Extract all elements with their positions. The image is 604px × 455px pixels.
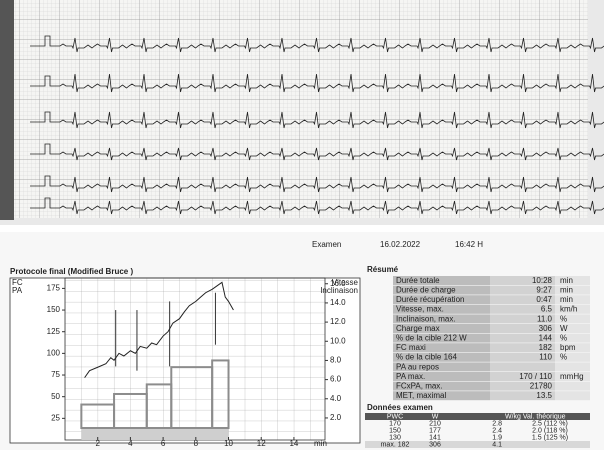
resume-label: FCxPA, max. xyxy=(396,382,443,391)
exam-cell: 4.1 xyxy=(492,441,502,448)
cell-bg xyxy=(490,362,555,371)
x-tick-label: 4 xyxy=(128,439,133,448)
resume-label: Durée totale xyxy=(396,276,440,285)
exam-cell: 210 xyxy=(429,420,441,427)
resume-unit: bpm xyxy=(560,343,576,352)
exam-cell: 130 xyxy=(389,434,401,441)
x-tick-label: 12 xyxy=(257,439,266,448)
cell-bg xyxy=(555,391,590,400)
page: Examen 16.02.2022 16:42 H Protocole fina… xyxy=(0,0,604,450)
resume-unit: mmHg xyxy=(560,372,584,381)
resume-label: Durée récupération xyxy=(396,295,464,304)
x-tick-label: 8 xyxy=(194,439,199,448)
exam-cell: 150 xyxy=(389,427,401,434)
exam-header: W xyxy=(432,413,439,420)
cell-bg xyxy=(555,362,590,371)
resume-value: 0:47 xyxy=(536,295,552,304)
resume-label: Vitesse, max. xyxy=(396,305,444,314)
resume-value: 144 xyxy=(539,334,553,343)
resume-label: Charge max xyxy=(396,324,440,333)
resume-label: PA max. xyxy=(396,372,425,381)
y-label: PA xyxy=(12,286,23,295)
resume-unit: % xyxy=(560,314,567,323)
exam-cell: max. 182 xyxy=(381,441,410,448)
y2-tick-label: 4.0 xyxy=(330,394,342,403)
resume-value: 21780 xyxy=(530,382,553,391)
exam-label: Examen xyxy=(312,240,341,249)
y2-tick-label: 10.0 xyxy=(330,336,346,345)
exam-cell: 141 xyxy=(429,434,441,441)
resume-value: 182 xyxy=(539,343,553,352)
y2-tick-label: 2.0 xyxy=(330,413,342,422)
y-tick-label: 175 xyxy=(47,284,61,293)
resume-unit: % xyxy=(560,334,567,343)
exam-cell: 2.0 (118 %) xyxy=(532,427,568,434)
exam-date: 16.02.2022 xyxy=(380,240,421,249)
resume-label: % de la cible 212 W xyxy=(396,334,467,343)
exam-cell: 1.5 (125 %) xyxy=(532,434,568,441)
resume-label: % de la cible 164 xyxy=(396,353,457,362)
resume-unit: min xyxy=(560,276,573,285)
x-tick-label: 14 xyxy=(289,439,298,448)
resume-label: FC maxi xyxy=(396,343,426,352)
binding xyxy=(0,0,14,220)
resume-unit: W xyxy=(560,324,568,333)
resume-value: 10:28 xyxy=(532,276,553,285)
resume-value: 11.0 xyxy=(537,314,553,323)
y-tick-label: 150 xyxy=(47,305,61,314)
resume-label: Inclinaison, max. xyxy=(396,314,456,323)
x-tick-label: 10 xyxy=(224,439,233,448)
x-unit: min xyxy=(314,439,327,448)
exam-cell: 2.5 (112 %) xyxy=(532,420,568,427)
exam-cell: 2.8 xyxy=(492,420,502,427)
x-tick-label: 6 xyxy=(161,439,166,448)
y-tick-label: 75 xyxy=(51,370,60,379)
resume-value: 306 xyxy=(539,324,553,333)
resume-label: Durée de charge xyxy=(396,286,456,295)
y-tick-label: 125 xyxy=(47,327,61,336)
y-tick-label: 100 xyxy=(47,348,61,357)
exam-cell: 306 xyxy=(429,441,441,448)
resume-label: MET, maximal xyxy=(396,391,446,400)
exam-cell: 177 xyxy=(429,427,441,434)
resume-unit: min xyxy=(560,286,573,295)
exam-cell: 2.4 xyxy=(492,427,502,434)
exam-cell: 170 xyxy=(389,420,401,427)
resume-title: Résumé xyxy=(367,265,399,274)
y2-tick-label: 16.0 xyxy=(330,279,346,288)
resume-value: 110 xyxy=(539,353,552,362)
exam-cell: 1.9 xyxy=(492,434,502,441)
exam-header: PWC xyxy=(387,413,403,420)
cell-bg xyxy=(555,382,590,391)
y2-tick-label: 6.0 xyxy=(330,375,342,384)
x-tick-label: 2 xyxy=(95,439,100,448)
resume-value: 170 / 110 xyxy=(519,372,552,381)
exam-header: W/kg Val. théorique xyxy=(505,413,566,420)
recovery-band xyxy=(81,428,228,440)
chart-title: Protocole final (Modified Bruce ) xyxy=(10,267,133,276)
y2-tick-label: 8.0 xyxy=(330,356,342,365)
resume-label: PA au repos xyxy=(396,362,439,371)
y2-tick-label: 14.0 xyxy=(330,298,346,307)
y-tick-label: 25 xyxy=(51,413,60,422)
resume-unit: min xyxy=(560,295,573,304)
resume-unit: km/h xyxy=(560,305,577,314)
resume-value: 9:27 xyxy=(536,286,552,295)
exam-data-title: Données examen xyxy=(367,403,433,412)
y-tick-label: 50 xyxy=(51,392,60,401)
resume-value: 13.5 xyxy=(536,391,552,400)
y2-tick-label: 12.0 xyxy=(330,317,346,326)
resume-unit: % xyxy=(560,353,567,362)
resume-value: 6.5 xyxy=(541,305,553,314)
exam-time: 16:42 H xyxy=(455,240,483,249)
